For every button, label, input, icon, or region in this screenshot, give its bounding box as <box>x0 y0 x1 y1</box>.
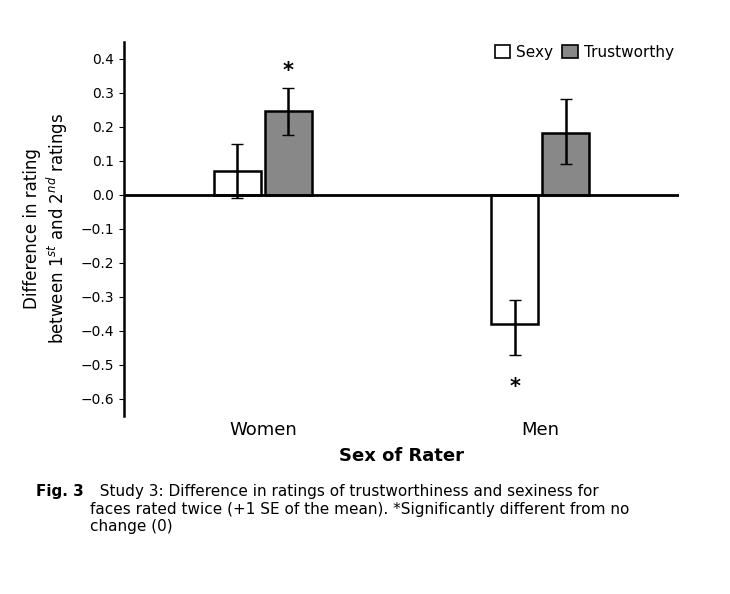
Bar <box>214 171 261 195</box>
Bar <box>542 134 589 195</box>
Text: *: * <box>283 61 294 81</box>
Text: Fig. 3: Fig. 3 <box>36 484 84 499</box>
X-axis label: Sex of Rater: Sex of Rater <box>339 447 464 465</box>
Y-axis label: Difference in rating
between 1$^{st}$ and 2$^{nd}$ ratings: Difference in rating between 1$^{st}$ an… <box>23 113 69 345</box>
Bar <box>265 111 312 195</box>
Text: *: * <box>509 377 520 397</box>
Text: Study 3: Difference in ratings of trustworthiness and sexiness for
faces rated t: Study 3: Difference in ratings of trustw… <box>90 484 629 534</box>
Legend: Sexy, Trustworthy: Sexy, Trustworthy <box>492 42 677 63</box>
Bar <box>491 195 538 324</box>
